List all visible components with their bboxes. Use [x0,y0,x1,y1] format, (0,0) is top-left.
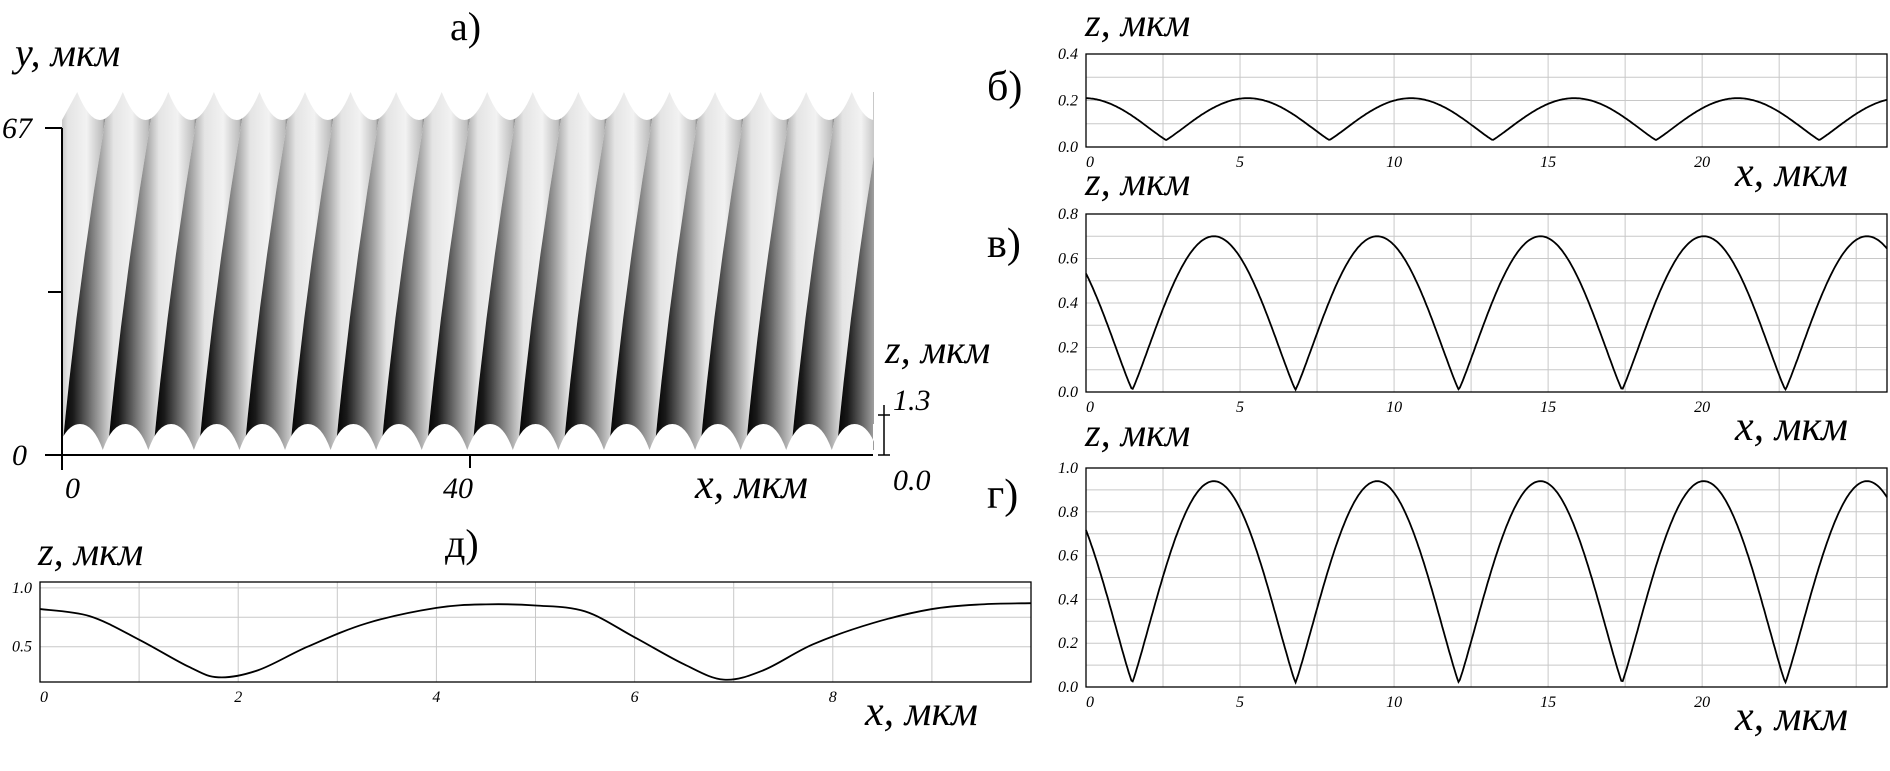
a-x-tick-0: 0 [65,472,80,505]
surface-stripe [335,92,429,450]
surface-stripe [289,92,384,450]
x-tick-label-v: 5 [1236,399,1244,416]
surface-stripe [608,92,703,450]
panel-a-label: а) [450,4,481,49]
x-tick-label-b: 10 [1386,154,1402,171]
panel-b: б) z, мкм x, мкм 0.0 0.2 0.4 0 5 10 15 20 [987,0,1888,196]
plot-frame-g [1085,467,1888,688]
surface-stripe [62,92,110,450]
series-line-g [1085,480,1888,685]
plot-frame-v [1085,213,1888,393]
panel-g-xlabel: x, мкм [1734,694,1848,740]
panel-v-xlabel: x, мкм [1734,404,1848,450]
surface-stripe [244,92,338,450]
panel-a: а) y, мкм 67 0 0 40 x, мкм z, мкм 1.3 0.… [2,4,1022,508]
x-tick-label-g: 0 [1086,694,1094,711]
x-tick-label-b: 20 [1694,154,1710,171]
x-tick-label-g: 5 [1236,694,1244,711]
panel-v-label: в) [987,221,1021,267]
surface-stripe [107,92,202,450]
y-tick-label-d: 1.0 [12,580,32,597]
plot-frame-b [1085,53,1888,148]
plot-d: 0.5 1.0 0 2 4 6 8 [12,580,1032,706]
panel-g-label: г) [987,472,1018,518]
a-z-tick-0-0: 0.0 [893,464,931,497]
plot-b: 0.0 0.2 0.4 0 5 10 15 20 [1058,46,1888,171]
panel-g: г) z, мкм x, мкм 0.0 0.2 0.4 0.6 0.8 1.0 0 5 10 1… [987,410,1888,740]
x-tick-label-d: 4 [432,689,440,706]
panel-a-xlabel: x, мкм [694,462,808,508]
y-tick-label-v: 0.2 [1058,340,1078,357]
y-tick-label-b: 0.2 [1058,93,1078,110]
surface-stripe [426,92,521,450]
plot-frame-d [39,581,1032,683]
surface-stripe [654,92,748,450]
surface-stripe [381,92,475,450]
surface-top-edge [62,90,874,120]
a-z-tick-1-3: 1.3 [893,384,931,417]
panel-b-label: б) [987,64,1022,110]
x-tick-label-b: 5 [1236,154,1244,171]
a-x-tick-40: 40 [443,472,473,505]
panel-v: в) z, мкм x, мкм 0.0 0.2 0.4 0.6 0.8 0 5 10 15 20 [987,159,1888,450]
y-tick-label-v: 0.0 [1058,384,1078,401]
surface-bottom-edge [62,424,874,450]
x-tick-label-d: 8 [829,689,837,706]
x-tick-label-b: 15 [1540,154,1556,171]
x-tick-label-d: 2 [234,689,242,706]
surface-stripe [700,92,794,450]
panel-b-ylabel: z, мкм [1084,0,1190,45]
panel-d-label: д) [445,521,479,566]
panel-d: д) z, мкм x, мкм 0.5 1.0 0 2 4 6 8 [12,521,1032,735]
x-tick-label-d: 0 [40,689,48,706]
panel-g-ylabel: z, мкм [1084,410,1190,455]
panel-a-zlabel: z, мкм [884,327,990,372]
x-tick-label-g: 20 [1694,694,1710,711]
y-tick-label-v: 0.6 [1058,251,1078,268]
panel-v-ylabel: z, мкм [1084,159,1190,204]
surface-stripe [791,92,874,450]
surface-map [62,90,1022,452]
surface-stripe [745,92,839,450]
x-tick-label-g: 15 [1540,694,1556,711]
x-tick-label-v: 0 [1086,399,1094,416]
surface-stripe [517,92,612,450]
x-tick-label-b: 0 [1086,154,1094,171]
panel-d-ylabel: z, мкм [37,529,143,574]
x-tick-label-g: 10 [1386,694,1402,711]
surface-stripe [198,92,293,450]
surface-stripe [472,92,566,450]
panel-a-ylabel: y, мкм [11,30,120,75]
surface-stripe [563,92,657,450]
y-tick-label-b: 0.0 [1058,139,1078,156]
y-tick-label-b: 0.4 [1058,46,1078,63]
surface-stripe [836,155,874,450]
y-tick-label-g: 0.6 [1058,548,1078,565]
y-tick-label-g: 0.2 [1058,635,1078,652]
series-line-b [1086,97,1888,142]
y-tick-label-g: 1.0 [1058,460,1078,477]
series-line-d [39,602,1032,681]
surface-stripe [153,92,247,450]
series-line-v [1085,235,1888,392]
y-tick-label-g: 0.8 [1058,504,1078,521]
surface-stripe [62,92,156,450]
surface-stripe [928,92,1022,452]
plot-g: 0.0 0.2 0.4 0.6 0.8 1.0 0 5 10 15 20 [1058,460,1888,711]
x-tick-label-v: 20 [1694,399,1710,416]
x-tick-label-v: 15 [1540,399,1556,416]
y-tick-label-v: 0.4 [1058,295,1078,312]
y-tick-label-d: 0.5 [12,639,32,656]
x-tick-label-d: 6 [631,689,639,706]
x-tick-label-v: 10 [1386,399,1402,416]
panel-b-xlabel: x, мкм [1734,150,1848,196]
y-tick-label-g: 0.0 [1058,679,1078,696]
plot-v: 0.0 0.2 0.4 0.6 0.8 0 5 10 15 20 [1058,206,1888,416]
panel-d-xlabel: x, мкм [864,689,978,735]
y-tick-label-g: 0.4 [1058,591,1078,608]
y-tick-label-v: 0.8 [1058,206,1078,223]
a-y-tick-0: 0 [12,439,27,472]
a-y-tick-67: 67 [2,112,34,145]
